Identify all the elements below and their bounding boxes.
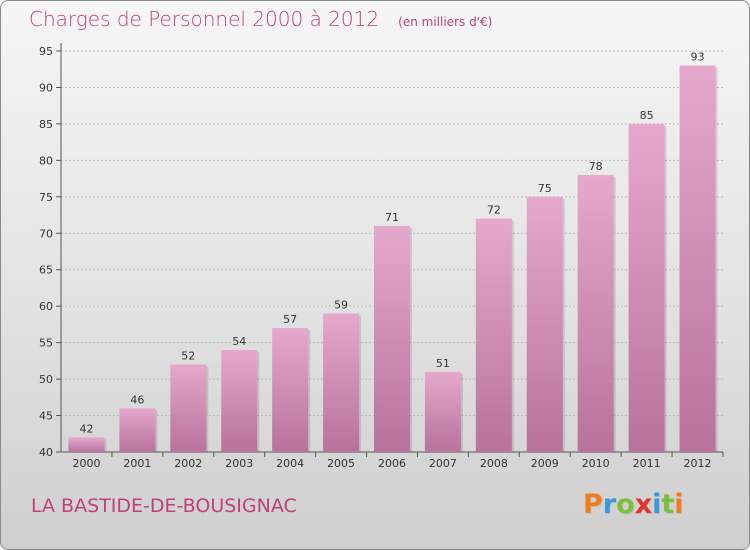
x-tick-label: 2011 — [633, 457, 661, 470]
bar-2003 — [221, 349, 258, 452]
bar-2006 — [374, 225, 410, 452]
data-labels: 42 46 52 54 57 59 71 51 72 75 78 85 93 — [79, 51, 704, 436]
x-tick-label: 2007 — [429, 457, 457, 470]
brand-letter: i — [652, 489, 662, 520]
data-label: 57 — [283, 313, 297, 326]
bar-2000 — [68, 437, 105, 452]
x-tick-label: 2009 — [531, 457, 559, 470]
data-label: 54 — [232, 335, 246, 348]
data-label: 46 — [130, 393, 144, 406]
bar-2002 — [170, 364, 207, 452]
brand-logo: Proxiti — [583, 489, 684, 520]
data-label: 75 — [538, 182, 552, 195]
x-tick-label: 2006 — [378, 457, 406, 470]
data-label: 71 — [385, 211, 399, 224]
x-tick-label: 2000 — [72, 457, 100, 470]
data-label: 78 — [589, 160, 603, 173]
bar-2001 — [119, 408, 156, 452]
bar-2010 — [577, 174, 614, 453]
data-label: 52 — [181, 350, 195, 363]
brand-letter: o — [616, 489, 635, 520]
city-name: LA BASTIDE-DE-BOUSIGNAC — [31, 495, 297, 517]
x-tick-label: 2001 — [123, 457, 151, 470]
x-tick-label: 2002 — [174, 457, 202, 470]
y-tick-label: 55 — [39, 337, 53, 350]
data-label: 93 — [691, 51, 705, 64]
bars — [68, 65, 718, 453]
x-tick-label: 2008 — [480, 457, 508, 470]
x-axis-ticks: 2000 2001 2002 2003 2004 2005 2006 2007 2008 2009… — [72, 452, 724, 470]
bar-2008 — [475, 218, 512, 452]
y-tick-label: 65 — [39, 264, 53, 277]
data-label: 59 — [334, 298, 348, 311]
brand-letter: r — [602, 489, 617, 520]
brand-letter: t — [661, 489, 675, 520]
bar-2004 — [272, 328, 309, 452]
brand-letter: x — [634, 489, 653, 520]
y-tick-label: 70 — [39, 227, 53, 240]
x-tick-label: 2004 — [276, 457, 304, 470]
y-tick-label: 50 — [39, 373, 53, 386]
data-label: 51 — [436, 357, 450, 370]
bar-2005 — [323, 313, 360, 452]
title-line: Charges de Personnel 2000 à 2012 (en mil… — [29, 7, 492, 31]
y-tick-label: 85 — [39, 118, 53, 131]
x-tick-label: 2005 — [327, 457, 355, 470]
y-tick-label: 40 — [39, 446, 53, 459]
x-tick-label: 2012 — [684, 457, 712, 470]
x-tick-label: 2010 — [582, 457, 610, 470]
y-tick-label: 95 — [39, 45, 53, 58]
y-tick-label: 80 — [39, 154, 53, 167]
data-label: 72 — [487, 204, 501, 217]
bar-2007 — [424, 371, 461, 452]
chart-title: Charges de Personnel 2000 à 2012 — [29, 7, 380, 31]
data-label: 85 — [640, 109, 654, 122]
y-tick-label: 60 — [39, 300, 53, 313]
brand-letter: P — [583, 489, 603, 520]
y-tick-label: 45 — [39, 410, 53, 423]
brand-letter: i — [674, 489, 684, 520]
y-tick-label: 75 — [39, 191, 53, 204]
x-tick-label: 2003 — [225, 457, 253, 470]
chart-subtitle: (en milliers d'€) — [398, 15, 493, 29]
bar-2012 — [679, 65, 716, 452]
y-tick-label: 90 — [39, 81, 53, 94]
bar-2011 — [628, 123, 665, 452]
bar-2009 — [526, 196, 563, 452]
data-label: 42 — [79, 422, 93, 435]
